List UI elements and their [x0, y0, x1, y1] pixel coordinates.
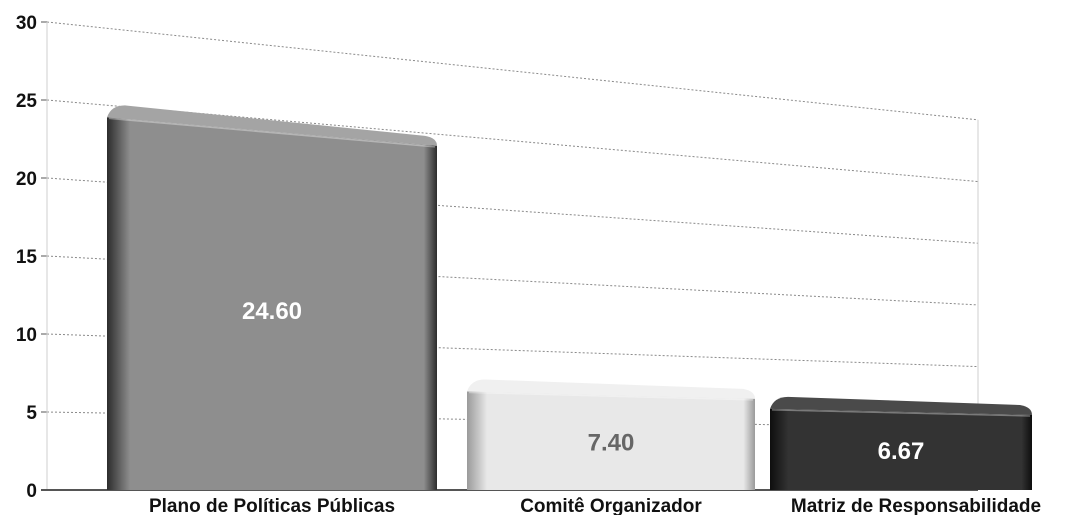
- gridline: [46, 21, 979, 121]
- value-labels: 24.60 7.40 6.67: [242, 298, 924, 465]
- bar: [467, 391, 755, 490]
- y-tick-label: 20: [16, 169, 37, 190]
- y-tick-label: 30: [16, 13, 37, 34]
- y-tick-label: 25: [16, 91, 38, 112]
- value-label: 6.67: [878, 438, 925, 465]
- bar-highlight: [771, 409, 1031, 417]
- bars: [107, 105, 1032, 491]
- gridline: [46, 333, 979, 368]
- bar-highlight: [108, 117, 436, 148]
- value-label: 7.40: [588, 430, 635, 457]
- value-label: 24.60: [242, 298, 302, 325]
- gridline: [46, 177, 979, 244]
- y-tick-label: 15: [16, 247, 38, 268]
- x-tick-label: Comitê Organizador: [520, 496, 702, 515]
- y-tick-label: 0: [26, 481, 37, 502]
- bar: [770, 408, 1032, 490]
- x-tick-label: Plano de Políticas Públicas: [149, 496, 395, 515]
- x-tick-label: Matriz de Responsabilidade: [791, 496, 1041, 515]
- y-tick-labels: 0 5 10 15 20 25 30: [16, 13, 38, 502]
- bar-highlight: [468, 391, 754, 401]
- bar: [107, 117, 437, 491]
- bar-top-face: [770, 396, 1032, 415]
- y-tick-label: 10: [16, 325, 37, 346]
- category-labels: Plano de Políticas Públicas Comitê Organi…: [149, 496, 1041, 515]
- y-tick-label: 5: [26, 403, 37, 424]
- bar-top-face: [467, 379, 755, 399]
- bar-top-face: [107, 105, 437, 146]
- gridline: [46, 255, 979, 306]
